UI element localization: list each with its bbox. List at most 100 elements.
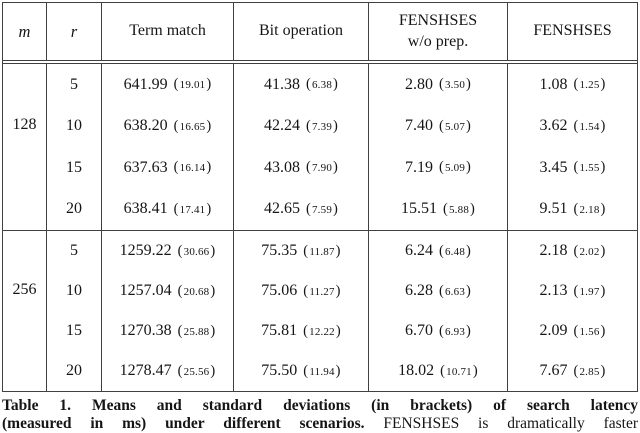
sd-value: 6.38	[306, 76, 338, 93]
fenshses-wo-prep-cell: 7.19 5.09	[369, 147, 508, 189]
sd-value: 5.07	[439, 118, 471, 135]
term-match-cell: 1257.04 20.68	[102, 271, 234, 311]
r-cell: 20	[47, 188, 102, 230]
r-value: 15	[66, 322, 82, 339]
mean-value: 18.02	[398, 362, 435, 379]
mean-value: 1278.47	[119, 362, 172, 379]
mean-value: 7.19	[404, 158, 433, 176]
mean-value: 638.41	[123, 200, 168, 218]
table-row: 5 1259.2230.66 75.3511.87 6.246.48 2.182…	[47, 231, 637, 271]
sd-value: 12.22	[303, 323, 341, 340]
term-match-cell: 641.99 19.01	[102, 64, 234, 106]
sd-value: 5.09	[439, 159, 471, 176]
mean-value: 42.65	[263, 200, 300, 218]
bit-operation-cell: 42.65 7.59	[234, 188, 369, 230]
fenshses-cell: 3.62 1.54	[508, 106, 637, 148]
caption-line-1: Table 1. Means and standard deviations (…	[2, 397, 638, 414]
header-cell-r: r	[47, 3, 102, 60]
table-row: 10 1257.04 20.68 75.06 11.27 6.28 6.63 2.13…	[47, 271, 637, 311]
sd-value: 1.54	[573, 118, 605, 135]
mean-value: 6.24	[404, 242, 433, 259]
group-m-128: 128 5 641.99 19.01 41.38 6.38 2.80 3.50 1.0…	[3, 64, 637, 231]
r-value: 10	[66, 117, 82, 135]
fenshses-wo-prep-cell: 18.02 10.71	[369, 351, 508, 391]
sd-value: 25.88	[178, 323, 216, 340]
sd-value: 3.50	[439, 76, 471, 93]
caption-line-2: (measured in ms) under different scenari…	[2, 415, 638, 433]
table-caption: Table 1. Means and standard deviations (…	[2, 397, 638, 432]
mean-value: 1.08	[539, 75, 568, 93]
r-value: 20	[66, 362, 82, 379]
bit-operation-cell: 75.50 11.94	[234, 351, 369, 391]
fenshses-cell: 7.67 2.85	[508, 351, 637, 391]
term-match-cell: 638.20 16.65	[102, 105, 234, 147]
mean-value: 2.80	[404, 75, 433, 93]
r-cell: 20	[47, 351, 102, 391]
sd-value: 7.90	[306, 159, 338, 176]
mean-value: 75.50	[261, 362, 298, 379]
header-cell-fenshses: FENSHSES	[508, 3, 637, 60]
r-cell: 10	[47, 271, 102, 311]
sd-value: 16.14	[174, 159, 212, 176]
r-value: 20	[66, 200, 82, 218]
fenshses-wo-prep-cell: 2.80 3.50	[369, 64, 508, 106]
fenshses-cell: 3.45 1.55	[508, 147, 637, 189]
mean-value: 9.51	[539, 200, 568, 218]
mean-value: 41.38	[263, 75, 300, 93]
results-table: m r Term match Bit operation FENSHSES w/…	[2, 2, 638, 392]
sd-value: 30.66	[178, 243, 216, 260]
sd-value: 1.56	[573, 323, 605, 340]
table-row: 20 1278.47 25.56 75.50 11.94 18.02 10.71 7.…	[47, 351, 637, 391]
mean-value: 638.20	[123, 117, 168, 135]
mean-value: 2.09	[539, 322, 568, 339]
sd-value: 11.27	[303, 283, 340, 300]
fenshses-cell: 2.09 1.56	[508, 311, 637, 351]
sd-value: 7.59	[306, 201, 338, 218]
term-match-cell: 1278.47 25.56	[102, 351, 234, 391]
mean-value: 3.62	[539, 117, 568, 135]
header-label-fenshses-wo-prep: FENSHSES w/o prep.	[398, 11, 478, 50]
table-row: 20 638.41 17.41 42.65 7.59 15.51 5.88 9.51 2…	[47, 188, 637, 231]
fenshses-cell: 9.51 2.18	[508, 189, 637, 231]
group-m-256: 256 5 1259.22 30.66 75.35 11.87 6.24 6.48 2…	[3, 231, 637, 391]
table-row: 5 641.99 19.01 41.38 6.38 2.80 3.50 1.08 1.2…	[47, 64, 637, 106]
table-row: 10 638.20 16.65 42.24 7.39 7.40 5.07 3.62 1.…	[47, 105, 637, 148]
table-row: 15 637.63 16.14 43.08 7.90 7.19 5.09 3.45 1.…	[47, 147, 637, 189]
mean-value: 75.81	[261, 322, 298, 339]
sd-value: 2.18	[573, 201, 605, 218]
mean-value: 1259.22	[119, 242, 172, 259]
header-label-r: r	[70, 21, 78, 41]
mean-value: 6.28	[404, 282, 433, 299]
sd-value: 6.63	[439, 283, 471, 300]
r-cell: 5	[47, 64, 102, 106]
r-cell: 5	[47, 231, 102, 271]
fenshses-cell: 2.18 2.02	[508, 231, 637, 271]
sd-value: 17.41	[174, 201, 212, 218]
sd-value: 1.25	[573, 76, 605, 93]
fenshses-wo-prep-cell: 15.51 5.88	[369, 188, 508, 230]
mean-value: 7.67	[539, 362, 568, 379]
bit-operation-cell: 42.24 7.39	[234, 105, 369, 147]
header-label-fenshses: FENSHSES	[533, 22, 612, 40]
m-value: 128	[12, 116, 37, 134]
sd-value: 16.65	[174, 118, 212, 135]
term-match-cell: 638.41 17.41	[102, 188, 234, 230]
term-match-cell: 1259.22 30.66	[102, 231, 234, 271]
sd-value: 6.93	[439, 323, 471, 340]
r-cell: 15	[47, 147, 102, 189]
caption-regular-text: FENSHSES is dramatically faster	[383, 414, 638, 432]
header-cell-fenshses-wo-prep: FENSHSES w/o prep.	[369, 3, 508, 60]
sd-value: 10.71	[440, 363, 478, 380]
double-rule-separator	[3, 60, 637, 64]
fenshses-cell: 2.13 1.97	[508, 271, 637, 311]
mean-value: 2.13	[539, 282, 568, 299]
sd-value: 5.88	[443, 201, 475, 218]
mean-value: 43.08	[263, 158, 300, 176]
mean-value: 2.18	[539, 242, 568, 259]
mean-value: 75.35	[261, 242, 298, 259]
sd-value: 1.55	[573, 159, 605, 176]
mean-value: 7.40	[404, 117, 433, 135]
sd-value: 1.97	[573, 283, 605, 300]
r-cell: 10	[47, 105, 102, 147]
